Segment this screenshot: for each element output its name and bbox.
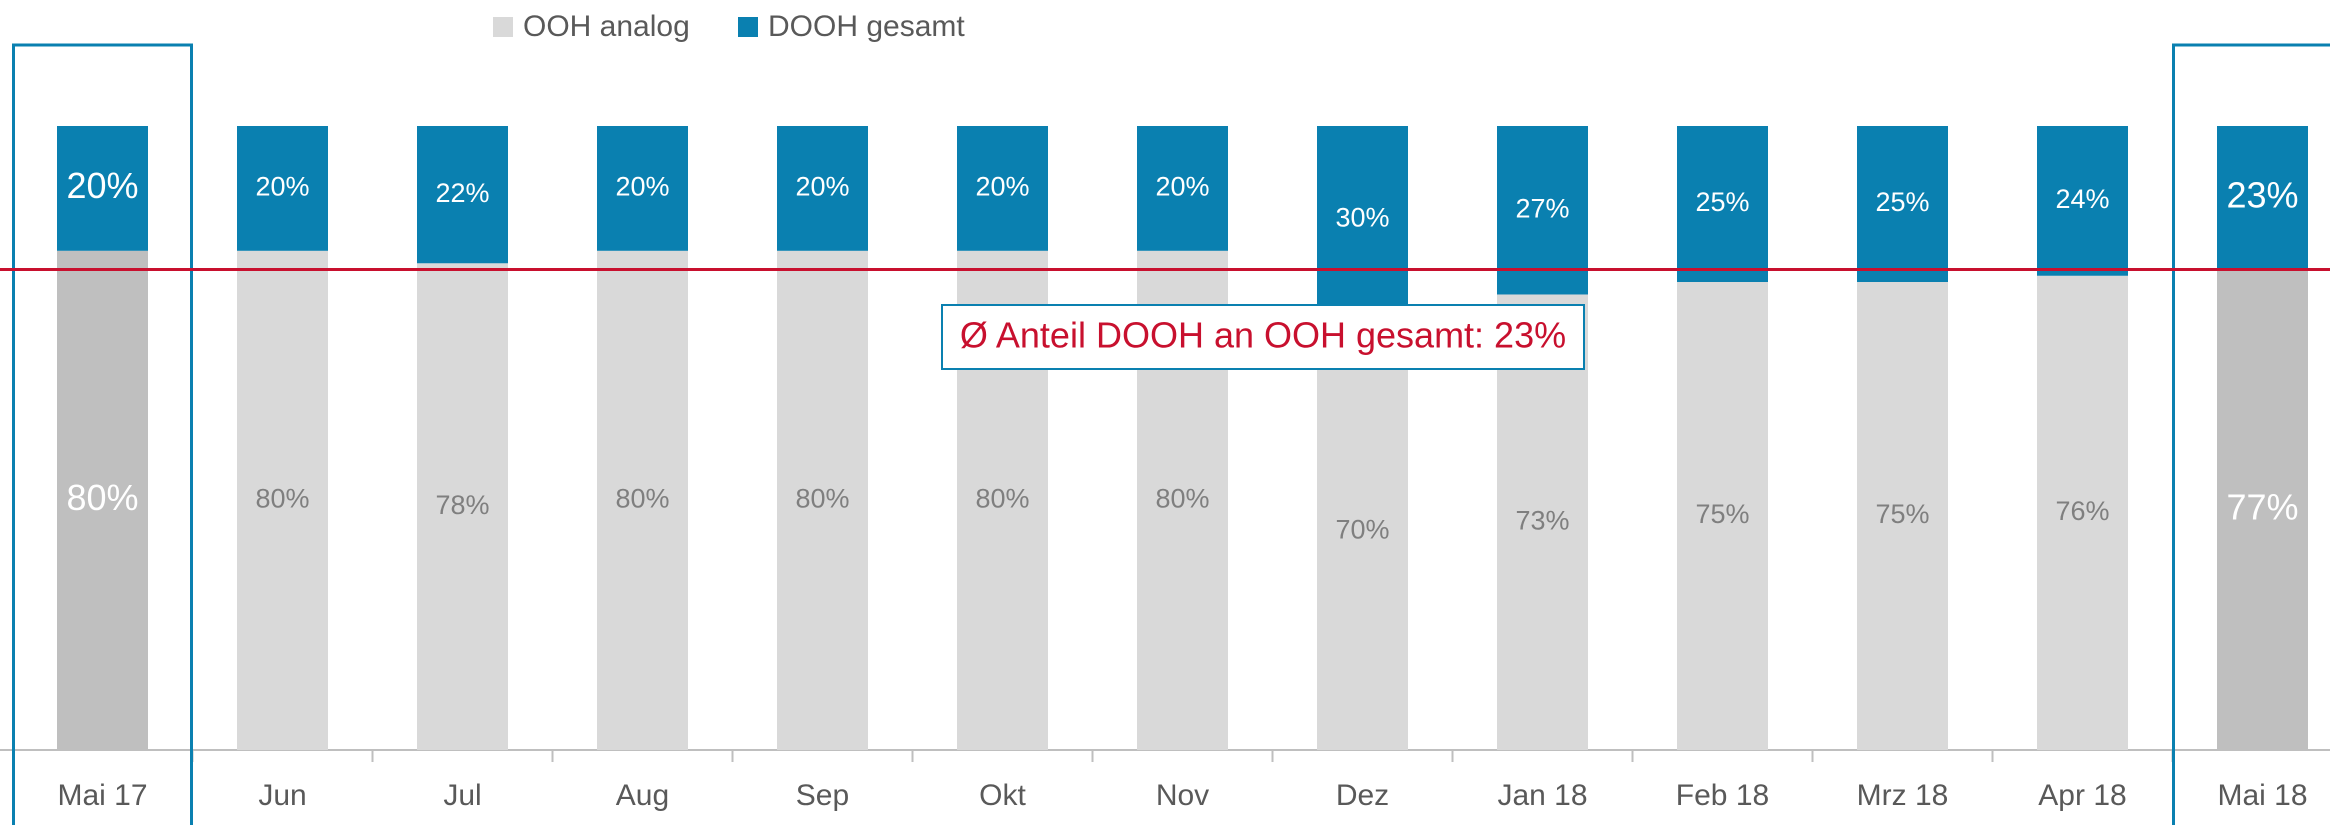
x-tick-label: Mai 18 xyxy=(2217,779,2307,812)
value-label: 77% xyxy=(2226,486,2298,527)
value-label: 70% xyxy=(1335,515,1389,545)
x-tick-label: Aug xyxy=(616,779,669,812)
bar-segment xyxy=(2217,269,2308,750)
value-label: 20% xyxy=(795,172,849,202)
bar-segment xyxy=(1677,126,1768,282)
x-tick-label: Dez xyxy=(1336,779,1389,812)
value-label: 24% xyxy=(2055,184,2109,214)
bar-segment xyxy=(1857,282,1948,750)
x-tick-label: Sep xyxy=(796,779,849,812)
value-label: 78% xyxy=(435,490,489,520)
bar-segment xyxy=(1137,126,1228,251)
bar-segment xyxy=(417,263,508,750)
annotation-box xyxy=(941,304,1585,370)
value-label: 75% xyxy=(1695,499,1749,529)
bar-segment xyxy=(237,250,328,751)
value-label: 73% xyxy=(1515,505,1569,535)
value-label: 23% xyxy=(2226,174,2298,215)
highlight-box xyxy=(2172,43,2330,825)
bar-segment xyxy=(777,126,868,251)
value-label: 80% xyxy=(975,484,1029,514)
bar-segment xyxy=(1677,282,1768,750)
bar-segment xyxy=(417,126,508,264)
value-label: 20% xyxy=(975,172,1029,202)
highlight-box xyxy=(12,43,193,825)
bar-segment xyxy=(237,126,328,251)
bar-segment xyxy=(1497,126,1588,295)
value-label: 80% xyxy=(1155,484,1209,514)
bar-segment xyxy=(597,250,688,751)
x-tick-label: Feb 18 xyxy=(1676,779,1769,812)
legend-label: DOOH gesamt xyxy=(768,10,965,43)
x-tick-label: Mrz 18 xyxy=(1857,779,1949,812)
bar-segment xyxy=(597,126,688,251)
legend-label: OOH analog xyxy=(523,10,690,43)
bar-segment xyxy=(1317,313,1408,750)
x-tick-label: Jan 18 xyxy=(1497,779,1587,812)
x-tick-label: Jun xyxy=(258,779,306,812)
value-label: 75% xyxy=(1875,499,1929,529)
bar-segment xyxy=(1857,126,1948,282)
x-tick-label: Apr 18 xyxy=(2038,779,2126,812)
bar-segment xyxy=(777,250,868,751)
value-label: 20% xyxy=(615,172,669,202)
bar-segment xyxy=(2037,126,2128,276)
value-label: 20% xyxy=(66,165,138,206)
x-tick-label: Mai 17 xyxy=(57,779,147,812)
value-label: 20% xyxy=(1155,172,1209,202)
value-label: 25% xyxy=(1695,187,1749,217)
legend-swatch xyxy=(738,17,758,37)
x-tick-label: Nov xyxy=(1156,779,1209,812)
annotation: Ø Anteil DOOH an OOH gesamt: 23% xyxy=(960,315,1566,356)
value-label: 76% xyxy=(2055,496,2109,526)
bar-segment xyxy=(1317,126,1408,314)
bar-segment xyxy=(57,250,148,751)
bar-segment xyxy=(957,126,1048,251)
legend-swatch xyxy=(493,17,513,37)
x-tick-label: Okt xyxy=(979,779,1026,812)
bar-segment xyxy=(2037,275,2128,750)
bar-segment xyxy=(2217,126,2308,270)
bar-segment xyxy=(57,126,148,251)
value-label: 80% xyxy=(255,484,309,514)
value-label: 22% xyxy=(435,178,489,208)
value-label: 27% xyxy=(1515,193,1569,223)
value-label: 80% xyxy=(615,484,669,514)
bar-segment xyxy=(1497,294,1588,750)
value-label: 20% xyxy=(255,172,309,202)
value-label: 80% xyxy=(795,484,849,514)
value-label: 25% xyxy=(1875,187,1929,217)
value-label: 80% xyxy=(66,477,138,518)
value-label: 30% xyxy=(1335,203,1389,233)
x-tick-label: Jul xyxy=(443,779,481,812)
